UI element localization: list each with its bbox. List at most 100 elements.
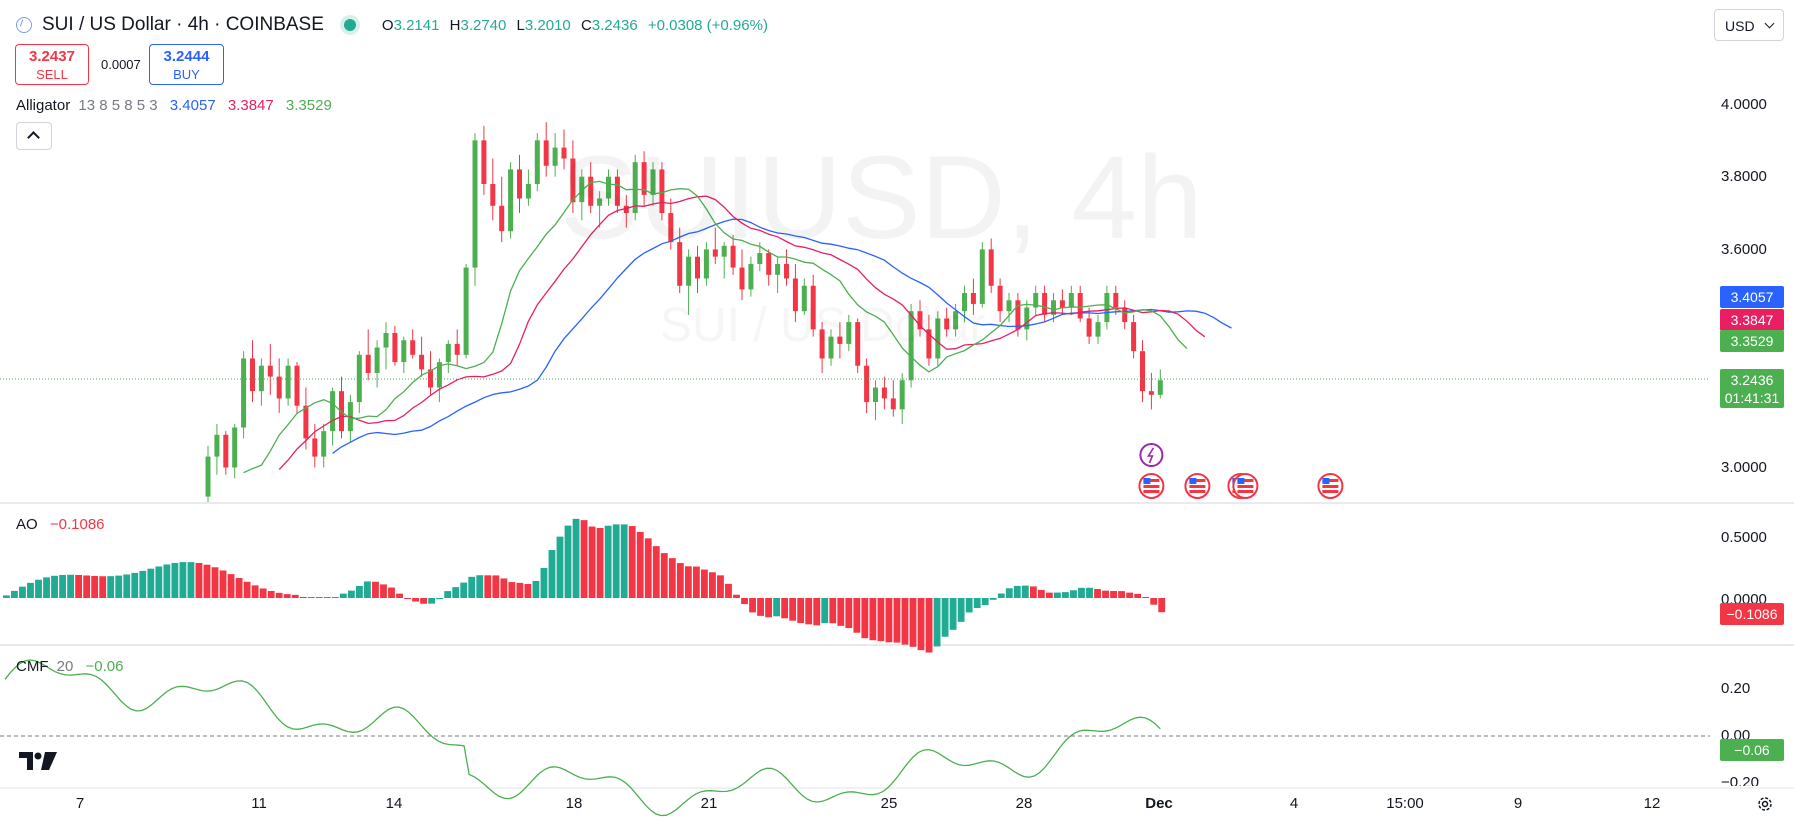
ao-bar xyxy=(1037,589,1045,598)
candle xyxy=(632,162,638,214)
candle xyxy=(730,245,736,268)
candle xyxy=(285,365,291,399)
ao-bar xyxy=(115,575,123,598)
candle xyxy=(570,158,576,203)
symbol-watermark: SUIUSD, 4h xyxy=(560,132,1203,264)
candle xyxy=(766,253,772,275)
ao-bar xyxy=(1062,592,1069,598)
ao-legend[interactable]: AO −0.1086 xyxy=(16,516,105,533)
ao-bar xyxy=(323,597,331,598)
ao-bar xyxy=(997,593,1005,598)
cmf-legend[interactable]: CMF 20 −0.06 xyxy=(16,658,124,675)
ao-bar xyxy=(83,575,91,598)
candle xyxy=(864,365,870,403)
candle xyxy=(1015,300,1021,330)
currency-select[interactable]: USD xyxy=(1714,9,1784,41)
ao-bar xyxy=(187,562,195,598)
ao-bar xyxy=(275,592,283,598)
candle xyxy=(650,169,656,195)
buy-button[interactable]: 3.2444 BUY xyxy=(149,44,224,85)
candle xyxy=(1033,293,1039,308)
ao-bar xyxy=(532,580,540,598)
ao-bar xyxy=(99,576,107,598)
symbol-icon[interactable] xyxy=(16,17,32,33)
ao-bar xyxy=(989,598,997,600)
ao-bar xyxy=(957,598,965,622)
chart-title[interactable]: SUI / US Dollar · 4h · COINBASE xyxy=(42,14,324,35)
ao-bar xyxy=(460,582,468,598)
ao-bar xyxy=(901,598,909,645)
candle xyxy=(588,176,594,206)
candle xyxy=(428,369,433,388)
ao-bar xyxy=(636,531,644,598)
ao-bar xyxy=(19,586,26,598)
alligator-legend[interactable]: Alligator 13 8 5 8 5 3 3.4057 3.3847 3.3… xyxy=(16,97,332,114)
ao-tick: 0.5000 xyxy=(1721,529,1767,546)
us-flag-event-icon xyxy=(1189,478,1197,484)
candle xyxy=(258,365,264,392)
candle xyxy=(944,318,950,330)
ao-bar xyxy=(877,598,885,642)
candle xyxy=(1086,318,1092,337)
candle xyxy=(1051,300,1056,315)
ao-bar xyxy=(404,598,411,599)
ao-bar xyxy=(917,598,925,651)
candle xyxy=(1113,293,1119,308)
candle xyxy=(205,456,211,497)
time-label: 14 xyxy=(385,795,403,812)
ao-bar xyxy=(572,518,580,598)
tradingview-logo[interactable] xyxy=(19,750,59,772)
ao-bar xyxy=(51,575,58,598)
candle xyxy=(757,253,763,264)
us-flag-event-icon xyxy=(1237,478,1245,484)
us-flag-event-icon xyxy=(1189,490,1206,493)
ao-bar xyxy=(1150,598,1158,605)
ao-bar xyxy=(741,598,748,605)
ao-bar xyxy=(131,572,139,598)
sell-button[interactable]: 3.2437 SELL xyxy=(15,44,89,85)
us-flag-event-icon xyxy=(1322,478,1330,484)
candle xyxy=(623,205,629,214)
ao-bar xyxy=(692,566,700,598)
ao-bar xyxy=(797,598,805,624)
ao-bar xyxy=(67,574,75,598)
ao-bar xyxy=(508,582,516,598)
ao-bar xyxy=(516,582,524,598)
ao-value-tag: −0.1086 xyxy=(1720,603,1784,625)
ao-bar xyxy=(107,576,115,598)
ao-bar xyxy=(652,546,660,598)
candle xyxy=(232,427,238,468)
ao-bar xyxy=(444,591,452,598)
alligator-teeth-line xyxy=(278,195,1206,470)
ao-bar xyxy=(75,574,83,598)
ao-bar xyxy=(1045,592,1053,598)
ao-bar xyxy=(420,598,428,604)
ao-bar xyxy=(291,594,299,598)
candle xyxy=(953,311,959,330)
candle xyxy=(1077,293,1083,319)
lips-price-tag: 3.3529 xyxy=(1720,330,1784,352)
candle xyxy=(534,140,540,184)
candle xyxy=(1140,351,1145,392)
ao-bar xyxy=(909,598,917,647)
header: SUI / US Dollar · 4h · COINBASE O3.2141 … xyxy=(16,12,768,38)
ao-bar xyxy=(428,598,436,604)
candle xyxy=(899,380,905,410)
candle xyxy=(659,169,665,214)
ao-bar xyxy=(781,598,789,619)
settings-icon[interactable] xyxy=(1756,795,1774,813)
candle xyxy=(703,249,709,279)
ao-bar xyxy=(492,575,500,598)
time-label: 9 xyxy=(1513,795,1523,812)
cmf-value-tag: −0.06 xyxy=(1720,739,1784,761)
collapse-legend-button[interactable] xyxy=(16,122,52,150)
candle xyxy=(472,140,478,268)
ao-bar xyxy=(845,598,853,629)
ao-bar xyxy=(476,575,484,598)
market-status-icon[interactable] xyxy=(343,19,356,31)
main-pane[interactable] xyxy=(205,122,1232,511)
ao-bar xyxy=(973,598,981,609)
ao-bar xyxy=(155,566,163,598)
